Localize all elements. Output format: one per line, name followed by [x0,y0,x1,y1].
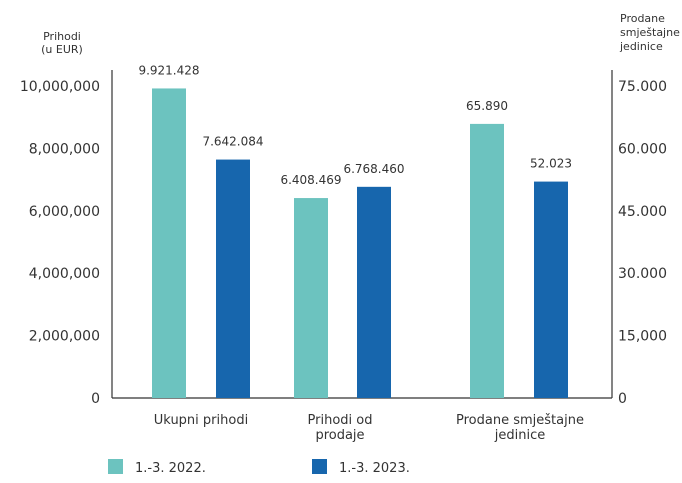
right-tick-label: 60.000 [618,141,667,157]
right-axis-title-line: Prodane [620,12,665,25]
x-category-label: jedinice [494,428,545,443]
left-tick-label: 0 [91,391,100,407]
legend-label: 1.-3. 2023. [339,461,410,476]
left-tick-label: 6,000,000 [29,204,100,220]
right-tick-label: 15,000 [618,329,667,345]
right-axis-title-line: smještajne [620,26,680,39]
bar-value-label: 9.921.428 [138,63,199,77]
x-category-label: Ukupni prihodi [154,413,248,428]
x-category-label: Prihodi od [308,413,373,428]
right-axis-title-line: jedinice [619,40,663,53]
legend-label: 1.-3. 2022. [135,461,206,476]
x-category-label: prodaje [315,428,364,443]
left-axis-title-line: (u EUR) [41,43,83,56]
bar-2023 [216,159,250,398]
bar-2022 [470,123,504,399]
left-tick-label: 4,000,000 [29,266,100,282]
bar-2023 [357,186,391,398]
left-tick-label: 10,000,000 [20,79,100,95]
x-category-label: Prodane smještajne [456,413,584,428]
bar-2023 [534,181,568,398]
bar-value-label: 7.642.084 [202,135,263,149]
bar-value-label: 6.768.460 [343,162,404,176]
legend-swatch [312,459,327,474]
bar-value-label: 65.890 [466,99,508,113]
bar-value-label: 52.023 [530,157,572,171]
right-tick-label: 30.000 [618,266,667,282]
bar-2022 [294,198,328,398]
right-tick-label: 75.000 [618,79,667,95]
right-tick-label: 45.000 [618,204,667,220]
legend-swatch [108,459,123,474]
left-tick-label: 2,000,000 [29,329,100,345]
left-tick-label: 8,000,000 [29,141,100,157]
bar-value-label: 6.408.469 [280,173,341,187]
left-axis-title-line: Prihodi [43,30,81,43]
bar-2022 [152,88,186,398]
right-tick-label: 0 [618,391,627,407]
